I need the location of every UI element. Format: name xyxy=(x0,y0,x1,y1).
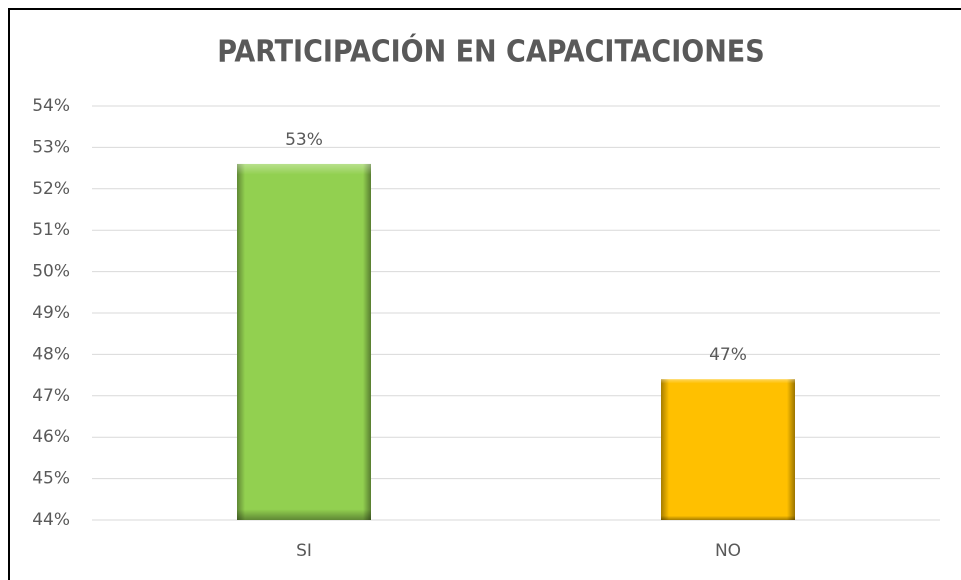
y-tick-label: 49% xyxy=(32,303,70,323)
y-tick-label: 48% xyxy=(32,344,70,364)
y-tick-label: 47% xyxy=(32,386,70,406)
chart-title: PARTICIPACIÓN EN CAPACITACIONES xyxy=(217,33,764,70)
bar-shade xyxy=(661,379,795,520)
y-tick-label: 53% xyxy=(32,137,70,157)
y-tick-label: 46% xyxy=(32,427,70,447)
y-tick-label: 44% xyxy=(32,510,70,530)
data-label: 47% xyxy=(709,345,747,365)
data-label: 53% xyxy=(285,130,323,150)
y-tick-label: 45% xyxy=(32,469,70,489)
y-tick-label: 51% xyxy=(32,220,70,240)
chart-border xyxy=(8,8,961,580)
y-tick-label: 50% xyxy=(32,262,70,282)
y-tick-label: 54% xyxy=(32,96,70,116)
y-tick-label: 52% xyxy=(32,179,70,199)
x-tick-label: NO xyxy=(715,541,741,561)
x-tick-label: SI xyxy=(296,541,312,561)
bar-shade xyxy=(237,163,371,520)
